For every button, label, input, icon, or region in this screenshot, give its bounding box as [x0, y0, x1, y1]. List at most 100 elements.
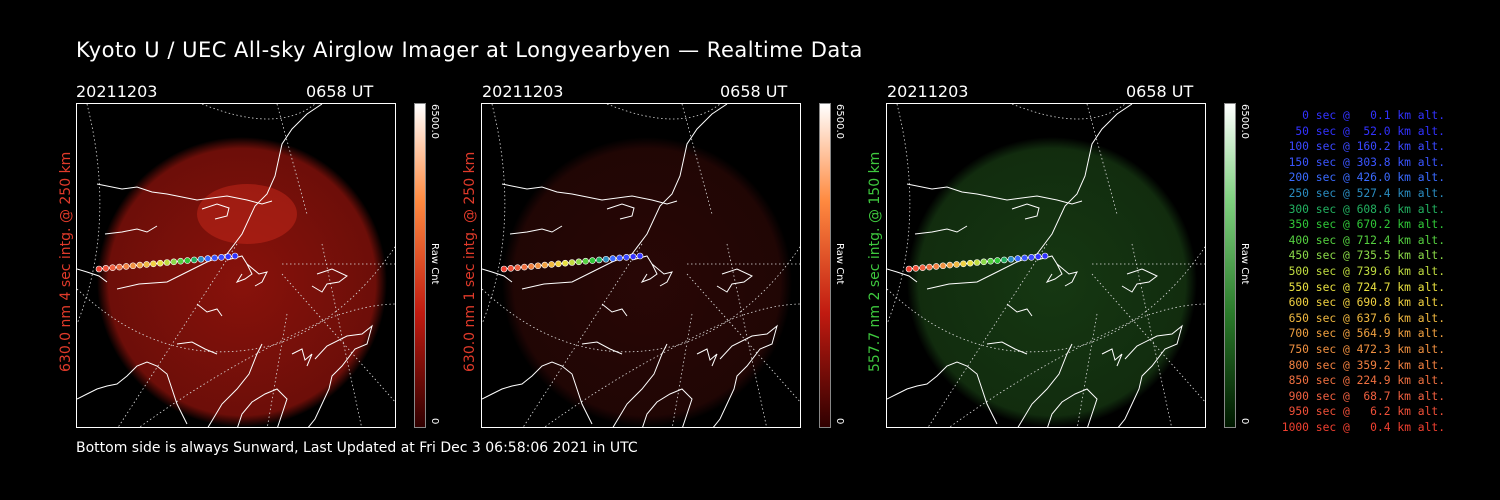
- panel-1-cbar-min: 0: [429, 418, 440, 425]
- trajectory-marker: [156, 259, 164, 267]
- trajectory-marker: [561, 259, 569, 267]
- panel-3-cbar-unit: Raw Cnt: [1239, 243, 1250, 285]
- panel-3-ylabel: 557.7 nm 2 sec intg. @ 150 km: [867, 151, 883, 372]
- trajectory-marker: [602, 255, 610, 263]
- legend-entry: 900 sec @ 68.7 km alt.: [1288, 389, 1445, 403]
- trajectory-marker: [548, 261, 555, 268]
- legend-entry: 750 sec @ 472.3 km alt.: [1288, 342, 1445, 356]
- trajectory-marker: [946, 261, 954, 269]
- time-altitude-legend: 0 sec @ 0.1 km alt. 50 sec @ 52.0 km alt…: [1262, 108, 1445, 435]
- legend-entry: 100 sec @ 160.2 km alt.: [1288, 140, 1445, 154]
- legend-entry: 550 sec @ 724.7 km alt.: [1288, 280, 1445, 294]
- legend-entry: 0 sec @ 0.1 km alt.: [1302, 109, 1445, 122]
- trajectory-marker: [555, 260, 562, 268]
- trajectory-marker: [609, 255, 617, 262]
- graticule: [887, 104, 1205, 427]
- trajectory-marker: [623, 254, 630, 261]
- graticule: [482, 104, 800, 427]
- panel-2-colorbar: [819, 103, 831, 428]
- trajectory-marker: [534, 262, 542, 270]
- panel-1-map: [77, 104, 395, 427]
- trajectory-marker: [150, 260, 157, 268]
- legend-entry: 50 sec @ 52.0 km alt.: [1295, 124, 1445, 138]
- panel-2-cbar-unit: Raw Cnt: [834, 243, 845, 285]
- legend-entry: 400 sec @ 712.4 km alt.: [1288, 233, 1445, 247]
- footer-note: Bottom side is always Sunward, Last Upda…: [76, 440, 638, 456]
- coastlines: [887, 104, 1183, 427]
- trajectory-marker: [636, 252, 644, 260]
- trajectory-marker: [527, 263, 535, 270]
- trajectory-marker: [136, 261, 144, 269]
- panel-1-ylabel: 630.0 nm 4 sec intg. @ 250 km: [58, 151, 74, 372]
- trajectory-marker: [116, 263, 123, 271]
- trajectory-marker: [1007, 255, 1015, 263]
- trajectory-marker: [932, 263, 940, 270]
- airglow-disk: [907, 137, 1197, 427]
- trajectory-marker: [95, 265, 103, 273]
- panel-1-date: 20211203: [76, 82, 158, 101]
- trajectory-marker: [905, 265, 913, 273]
- airglow-disk: [502, 137, 792, 427]
- trajectory-marker: [966, 259, 974, 267]
- legend-entry: 200 sec @ 426.0 km alt.: [1288, 171, 1445, 185]
- legend-entry: 150 sec @ 303.8 km alt.: [1288, 155, 1445, 169]
- trajectory-marker: [231, 252, 239, 260]
- trajectory-marker: [960, 260, 967, 268]
- panel-3-cbar-min: 0: [1239, 418, 1250, 425]
- trajectory-marker: [170, 258, 178, 266]
- trajectory-marker: [994, 257, 1001, 264]
- panel-2-image: [481, 103, 801, 428]
- trajectory-marker: [919, 264, 926, 271]
- trajectory-marker: [987, 257, 994, 265]
- panel-3-map: [887, 104, 1205, 427]
- trajectory-marker: [204, 255, 212, 262]
- panel-3-colorbar: [1224, 103, 1236, 428]
- legend-entry: 500 sec @ 739.6 km alt.: [1288, 264, 1445, 278]
- trajectory-marker: [629, 253, 637, 260]
- trajectory-marker: [177, 257, 184, 265]
- trajectory-marker: [939, 262, 947, 270]
- trajectory-marker: [500, 265, 508, 273]
- graticule: [77, 104, 395, 427]
- trajectory-marker: [912, 265, 920, 272]
- trajectory-marker: [514, 264, 521, 271]
- trajectory-marker: [616, 254, 623, 262]
- trajectory-marker: [122, 263, 130, 270]
- panel-2-date: 20211203: [482, 82, 564, 101]
- trajectory-marker: [541, 261, 549, 269]
- trajectory-marker: [1014, 255, 1022, 262]
- panel-1-cbar-max: 6500.0: [429, 104, 440, 139]
- trajectory-marker: [190, 256, 198, 264]
- trajectory-marker: [143, 261, 150, 268]
- legend-entry: 700 sec @ 564.9 km alt.: [1288, 327, 1445, 341]
- trajectory-marker: [109, 264, 116, 271]
- legend-entry: 1000 sec @ 0.4 km alt.: [1281, 420, 1445, 434]
- coastlines: [77, 104, 373, 427]
- trajectory-marker: [595, 256, 603, 264]
- legend-entry: 300 sec @ 608.6 km alt.: [1288, 202, 1445, 216]
- trajectory-marker: [521, 263, 528, 271]
- panel-2-map: [482, 104, 800, 427]
- airglow-bright-patch: [197, 184, 297, 244]
- trajectory-marker: [953, 261, 960, 268]
- trajectory-marker: [224, 253, 232, 260]
- legend-entry: 950 sec @ 6.2 km alt.: [1288, 405, 1445, 419]
- panel-2-time: 0658 UT: [720, 82, 788, 101]
- panel-3-image: [886, 103, 1206, 428]
- trajectory-marker: [507, 265, 515, 272]
- page-title: Kyoto U / UEC All-sky Airglow Imager at …: [76, 38, 863, 62]
- trajectory-marker: [129, 262, 137, 270]
- legend-entry: 600 sec @ 690.8 km alt.: [1288, 296, 1445, 310]
- legend-entry: 850 sec @ 224.9 km alt.: [1288, 374, 1445, 388]
- panel-2-cbar-max: 6500.0: [834, 104, 845, 139]
- trajectory-marker: [102, 265, 110, 272]
- trajectory-marker: [197, 255, 205, 263]
- trajectory-marker: [218, 254, 225, 261]
- panel-3-time: 0658 UT: [1126, 82, 1194, 101]
- legend-entry: 250 sec @ 527.4 km alt.: [1288, 186, 1445, 200]
- coastlines: [482, 104, 778, 427]
- trajectory-marker: [973, 259, 981, 266]
- legend-entry: 450 sec @ 735.5 km alt.: [1288, 249, 1445, 263]
- legend-entry: 800 sec @ 359.2 km alt.: [1288, 358, 1445, 372]
- trajectory-marker: [582, 257, 589, 265]
